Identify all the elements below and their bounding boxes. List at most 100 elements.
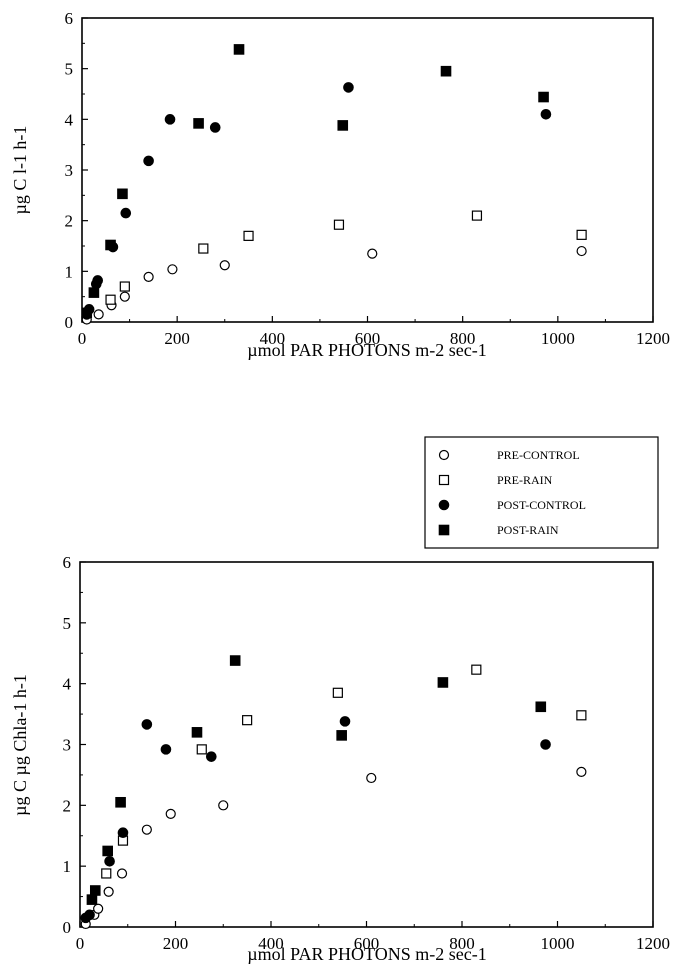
bottom-data-points xyxy=(80,655,587,930)
bottom-y-axis-label: µg C µg Chla-1 h-1 xyxy=(10,674,30,816)
top-post-control-point-8 xyxy=(209,122,221,133)
top-x-tick-label: 200 xyxy=(164,329,190,348)
top-pre-control-point-7 xyxy=(367,248,378,259)
bottom-post-rain-point-0 xyxy=(86,894,98,905)
bottom-pre-control-point-3 xyxy=(103,886,114,897)
top-x-tick-label: 1000 xyxy=(541,329,575,348)
top-pre-rain-point-6 xyxy=(576,229,587,240)
top-x-ticks: 0 200 400 600 800 1000 1200 xyxy=(78,316,670,348)
top-x-tick-label: 0 xyxy=(78,329,87,348)
bottom-pre-control-point-6 xyxy=(165,808,176,819)
top-y-tick-label: 0 xyxy=(65,313,74,332)
bottom-pre-control-point-5 xyxy=(141,824,152,835)
legend-marker-post-rain-point-0 xyxy=(438,524,450,536)
bottom-y-tick-label: 3 xyxy=(63,736,72,755)
legend-item-post-control: POST-CONTROL xyxy=(438,498,586,512)
bottom-post-rain-point-3 xyxy=(115,796,126,808)
top-y-ticks: 0 1 2 3 4 5 6 xyxy=(65,9,88,332)
top-post-rain-point-8 xyxy=(538,91,549,103)
top-x-tick-label: 400 xyxy=(260,329,286,348)
legend: PRE-CONTROL PRE-RAIN POST-CONTROL POST-RAIN xyxy=(424,436,659,549)
top-post-rain-point-5 xyxy=(233,44,245,55)
top-pre-control-point-8 xyxy=(576,245,587,257)
top-post-rain-point-7 xyxy=(440,65,452,77)
top-post-control-point-7 xyxy=(164,114,176,125)
top-x-axis-label: µmol PAR PHOTONS m-2 sec-1 xyxy=(247,340,486,360)
bottom-post-rain-point-2 xyxy=(102,845,113,857)
bottom-pre-rain-point-3 xyxy=(242,715,253,726)
top-pre-control-point-3 xyxy=(119,291,130,302)
top-scatter-plot: 0 200 400 600 800 1000 1200 0 1 2 3 4 5 6 µmol PAR P… xyxy=(10,9,670,360)
legend-marker-pre-rain-point-0 xyxy=(438,474,450,486)
bottom-pre-rain-point-4 xyxy=(332,687,343,698)
bottom-y-tick-label: 6 xyxy=(63,553,72,572)
bottom-x-tick-label: 400 xyxy=(258,934,284,953)
bottom-pre-control-point-4 xyxy=(116,868,128,879)
bottom-x-tick-label: 200 xyxy=(163,934,189,953)
top-post-rain-point-6 xyxy=(337,120,349,131)
legend-label: PRE-RAIN xyxy=(497,473,553,487)
bottom-y-tick-label: 4 xyxy=(63,675,72,694)
bottom-pre-control-point-8 xyxy=(366,772,377,784)
bottom-post-control-point-5 xyxy=(160,744,172,755)
bottom-post-rain-point-1 xyxy=(89,885,101,896)
bottom-pre-control-point-7 xyxy=(218,800,229,811)
top-post-control-point-10 xyxy=(540,108,552,120)
bottom-post-rain-point-6 xyxy=(336,730,347,741)
bottom-post-control-point-7 xyxy=(339,716,351,727)
top-pre-rain-point-0 xyxy=(105,294,116,305)
top-y-tick-label: 4 xyxy=(65,110,74,129)
top-x-tick-label: 1200 xyxy=(636,329,670,348)
legend-item-pre-rain: PRE-RAIN xyxy=(438,473,553,487)
bottom-x-tick-label: 0 xyxy=(76,934,85,953)
top-x-tick-label: 800 xyxy=(450,329,476,348)
top-pre-control-point-1 xyxy=(93,309,104,320)
top-post-control-point-5 xyxy=(120,207,132,219)
bottom-post-control-point-4 xyxy=(141,719,153,730)
legend-marker-pre-control-point-0 xyxy=(438,449,450,461)
top-y-axis-label: µg C l-1 h-1 xyxy=(10,126,30,215)
top-y-tick-label: 2 xyxy=(65,212,74,231)
top-pre-control-point-5 xyxy=(167,264,178,275)
bottom-post-rain-point-4 xyxy=(191,727,203,738)
bottom-x-tick-label: 800 xyxy=(449,934,475,953)
bottom-post-rain-point-5 xyxy=(229,655,241,666)
legend-label: POST-RAIN xyxy=(497,523,559,537)
top-data-points xyxy=(81,44,587,325)
bottom-pre-rain-point-5 xyxy=(471,664,482,675)
bottom-post-rain-point-8 xyxy=(535,701,547,713)
bottom-pre-control-point-2 xyxy=(93,903,104,914)
top-post-rain-point-2 xyxy=(105,239,116,251)
legend-label: PRE-CONTROL xyxy=(497,448,580,462)
top-y-tick-label: 1 xyxy=(65,262,74,281)
legend-item-post-rain: POST-RAIN xyxy=(438,523,559,537)
bottom-post-control-point-1 xyxy=(84,909,95,921)
bottom-y-ticks: 0 1 2 3 4 5 6 xyxy=(63,553,86,937)
top-post-rain-point-0 xyxy=(81,307,93,319)
top-post-rain-point-3 xyxy=(117,188,128,200)
bottom-x-tick-label: 1000 xyxy=(541,934,575,953)
bottom-pre-rain-point-6 xyxy=(576,710,587,721)
legend-marker-post-control-point-0 xyxy=(438,499,450,511)
top-pre-rain-point-4 xyxy=(333,219,345,230)
bottom-pre-rain-point-0 xyxy=(101,868,112,879)
bottom-post-control-point-8 xyxy=(540,739,551,750)
legend-label: POST-CONTROL xyxy=(497,498,586,512)
top-post-control-point-9 xyxy=(343,82,354,93)
bottom-x-ticks: 0 200 400 600 800 1000 1200 xyxy=(76,921,670,953)
bottom-x-axis-label: µmol PAR PHOTONS m-2 sec-1 xyxy=(247,944,486,964)
top-pre-rain-point-3 xyxy=(243,230,254,241)
top-pre-rain-point-2 xyxy=(198,243,209,254)
top-pre-control-point-4 xyxy=(143,271,154,283)
bottom-post-control-point-2 xyxy=(104,856,115,867)
bottom-y-tick-label: 1 xyxy=(63,857,72,876)
top-pre-rain-point-5 xyxy=(471,210,483,221)
top-post-control-point-6 xyxy=(143,155,154,167)
top-y-tick-label: 6 xyxy=(65,9,74,28)
bottom-post-rain-point-7 xyxy=(437,677,449,688)
top-pre-rain-point-1 xyxy=(119,281,130,292)
top-x-tick-label: 600 xyxy=(355,329,381,348)
top-y-tick-label: 5 xyxy=(65,60,74,79)
bottom-post-control-point-3 xyxy=(117,827,129,839)
